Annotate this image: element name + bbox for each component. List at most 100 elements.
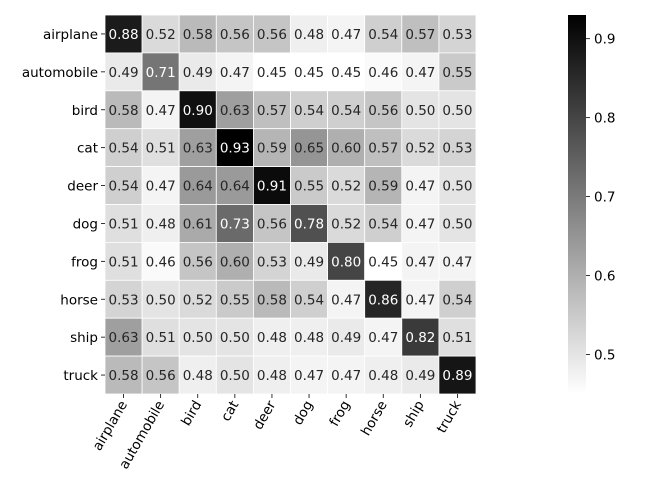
heatmap-cell: [141, 14, 180, 54]
cell-value-label: 0.47: [331, 27, 361, 43]
column-label: horse: [358, 398, 391, 439]
heatmap-cell: [290, 52, 328, 92]
column-label: airplane: [90, 398, 131, 454]
heatmap-cell: [104, 90, 143, 130]
heatmap-cell: [290, 355, 328, 395]
heatmap-cell: [290, 204, 328, 243]
heatmap-cell: [178, 279, 217, 319]
cell-value-label: 0.53: [442, 141, 472, 157]
cell-value-label: 0.49: [405, 368, 435, 384]
cell-value-label: 0.52: [331, 216, 361, 232]
heatmap-cell: [327, 355, 366, 395]
cell-value-label: 0.48: [294, 27, 324, 43]
cell-value-label: 0.45: [331, 65, 361, 81]
cell-value-label: 0.58: [109, 368, 139, 384]
cell-value-label: 0.51: [146, 141, 176, 157]
cell-value-label: 0.56: [183, 254, 213, 270]
cell-value-label: 0.48: [257, 368, 287, 384]
cell-value-label: 0.54: [442, 292, 472, 308]
cell-value-label: 0.53: [257, 254, 287, 270]
column-label: deer: [250, 398, 279, 433]
cell-value-label: 0.54: [294, 103, 324, 119]
heatmap-cell: [215, 317, 254, 357]
cell-value-label: 0.47: [331, 368, 361, 384]
heatmap-cell: [438, 14, 477, 54]
row-label: bird: [72, 103, 98, 119]
cell-value-label: 0.93: [220, 141, 250, 157]
heatmap-cell: [364, 241, 403, 281]
heatmap-cell: [178, 317, 217, 357]
heatmap-cell: [327, 128, 366, 167]
cell-value-label: 0.90: [183, 103, 213, 119]
cell-value-label: 0.80: [331, 254, 361, 270]
heatmap-cell: [178, 204, 217, 243]
heatmap-cell: [104, 355, 143, 395]
cell-value-label: 0.50: [220, 330, 250, 346]
cell-value-label: 0.45: [294, 65, 324, 81]
heatmap-cell: [141, 166, 180, 205]
heatmap-cell: [327, 166, 366, 205]
cell-value-label: 0.56: [220, 27, 250, 43]
column-label: bird: [178, 398, 205, 429]
cell-value-label: 0.63: [220, 103, 250, 119]
cell-value-label: 0.48: [146, 216, 176, 232]
cell-value-label: 0.59: [257, 141, 287, 157]
heatmap-cell: [252, 279, 291, 319]
heatmap-cell: [364, 355, 403, 395]
cell-value-label: 0.54: [368, 216, 398, 232]
cell-value-label: 0.47: [442, 254, 472, 270]
heatmap-cell: [252, 204, 291, 243]
heatmap-cell: [401, 204, 440, 243]
column-label: frog: [326, 398, 353, 429]
cell-value-label: 0.51: [146, 330, 176, 346]
cell-value-label: 0.52: [146, 27, 176, 43]
cell-value-label: 0.50: [442, 179, 472, 195]
cell-value-label: 0.50: [146, 292, 176, 308]
row-label: airplane: [43, 27, 98, 43]
cell-value-label: 0.58: [257, 292, 287, 308]
heatmap-cell: [401, 90, 440, 130]
cell-value-label: 0.57: [368, 141, 398, 157]
cell-value-label: 0.48: [257, 330, 287, 346]
row-label: ship: [70, 330, 98, 346]
cell-value-label: 0.55: [442, 65, 472, 81]
heatmap-cell: [290, 14, 328, 54]
colorbar-tick-label: 0.9: [594, 32, 615, 48]
heatmap-cell: [252, 166, 291, 205]
cell-value-label: 0.61: [183, 216, 213, 232]
cell-value-label: 0.47: [146, 179, 176, 195]
cell-value-label: 0.49: [109, 65, 139, 81]
cell-value-label: 0.64: [220, 179, 250, 195]
cell-value-label: 0.54: [109, 179, 139, 195]
heatmap-cell: [141, 317, 180, 357]
cell-value-label: 0.89: [442, 368, 472, 384]
cell-value-label: 0.56: [257, 216, 287, 232]
column-label: cat: [218, 398, 242, 424]
heatmap-cell: [364, 90, 403, 130]
row-labels: airplane automobile bird cat deer dog frog hors…: [22, 27, 105, 384]
heatmap-cell: [364, 279, 403, 319]
cell-value-label: 0.48: [294, 330, 324, 346]
heatmap-cell: [401, 128, 440, 167]
cell-value-label: 0.91: [257, 179, 287, 195]
row-label: truck: [63, 368, 98, 384]
colorbar-tick-label: 0.6: [594, 269, 615, 285]
heatmap-cell: [401, 166, 440, 205]
cell-value-label: 0.49: [294, 254, 324, 270]
cell-value-label: 0.54: [331, 103, 361, 119]
heatmap-cell: [401, 355, 440, 395]
heatmap-cell: [215, 279, 254, 319]
cell-value-label: 0.46: [146, 254, 176, 270]
row-label: automobile: [22, 65, 98, 81]
cell-value-label: 0.65: [294, 141, 324, 157]
cell-value-label: 0.78: [294, 216, 324, 232]
cell-value-label: 0.50: [220, 368, 250, 384]
heatmap-cell: [364, 14, 403, 54]
colorbar-tick-label: 0.8: [594, 111, 615, 127]
heatmap-cell: [401, 317, 440, 357]
heatmap-cell: [215, 241, 254, 281]
heatmap-cell: [364, 317, 403, 357]
heatmap-cell: [327, 241, 366, 281]
